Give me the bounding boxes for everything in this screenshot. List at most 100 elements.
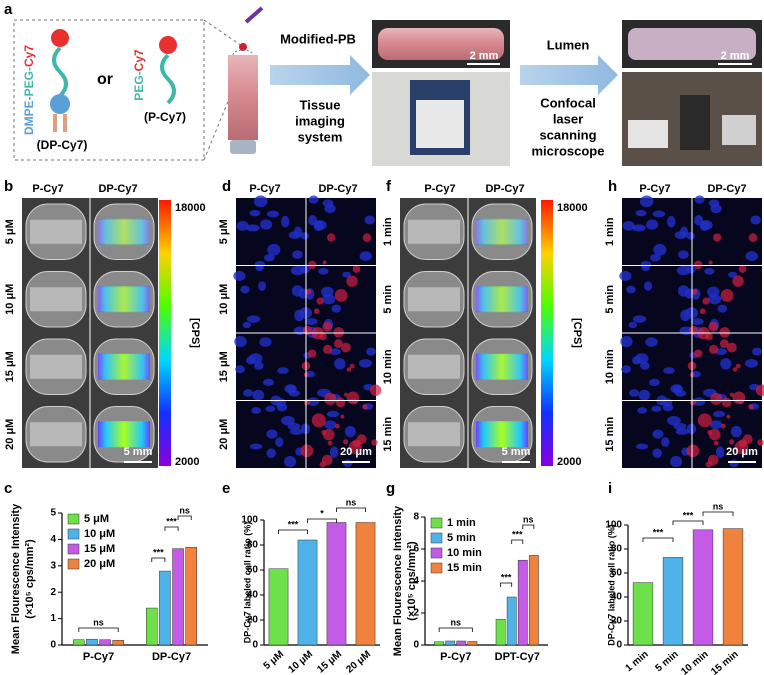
significance-label: ***: [166, 516, 177, 526]
bar: [456, 640, 467, 646]
nucleus: [645, 337, 658, 347]
nucleus: [673, 422, 687, 430]
significance-bracket: [177, 515, 192, 520]
nucleus: [260, 219, 273, 230]
dmpe-icon: [50, 94, 70, 114]
nucleus: [277, 367, 289, 374]
nucleus: [632, 315, 647, 323]
nucleus: [358, 359, 373, 368]
cy7-signal: [708, 428, 721, 441]
nucleus: [359, 251, 373, 261]
cy7-signal: [346, 367, 352, 372]
row-label: 20 μM: [4, 419, 16, 450]
y-tick-label: 2: [413, 608, 419, 619]
y-axis-label: Mean Flourescence Intensity: [10, 503, 22, 654]
instrument-label: microscope: [532, 143, 605, 158]
x-tick-label: 20 μM: [344, 649, 373, 675]
column-label: P-Cy7: [249, 183, 280, 195]
bar: [662, 557, 684, 646]
significance-label: ns: [346, 497, 357, 507]
legend-swatch: [67, 543, 80, 555]
colorbar-max: 18000: [175, 202, 206, 214]
nucleus: [663, 367, 675, 374]
cy7-signal: [340, 414, 345, 419]
nucleus: [677, 285, 690, 297]
legend-label: 5 μM: [84, 513, 109, 525]
cy7-signal: [721, 397, 732, 408]
nucleus: [666, 215, 676, 228]
cy7-signal: [362, 233, 372, 243]
nucleus: [236, 220, 249, 231]
nucleus: [281, 415, 295, 426]
well-inner: [30, 354, 82, 379]
x-tick-label: 1 min: [624, 649, 651, 674]
x-tick-label: P-Cy7: [440, 651, 471, 663]
cy7-signal: [343, 392, 349, 397]
molecule-part: PEG-: [132, 71, 146, 100]
nucleus: [621, 365, 631, 374]
nucleus: [674, 231, 687, 239]
scale-label: 2 mm: [470, 50, 499, 62]
nucleus: [635, 443, 649, 450]
y-axis-label: (×10⁵ cps/mm²): [406, 541, 418, 621]
nucleus: [329, 348, 341, 356]
nucleus: [275, 437, 284, 447]
peg-icon: [160, 53, 176, 105]
nucleus: [653, 243, 667, 256]
y-tick-label: 20: [611, 616, 623, 627]
significance-label: ns: [450, 617, 461, 627]
cy7-signal: [710, 392, 723, 406]
nucleus: [321, 286, 334, 298]
row-label: 15 min: [382, 417, 394, 452]
nucleus: [692, 397, 706, 406]
bar: [99, 639, 111, 646]
panel-letter: a: [4, 1, 13, 18]
nucleus: [649, 253, 661, 262]
nucleus: [263, 253, 275, 262]
cy7-signal: [734, 440, 749, 455]
molecule-part: PEG-: [22, 67, 36, 96]
nucleus: [729, 459, 739, 468]
y-tick-label: 8: [413, 512, 419, 523]
nucleus: [243, 389, 254, 397]
nucleus: [366, 347, 377, 356]
nucleus: [651, 405, 662, 412]
cy7-signal: [303, 398, 311, 406]
panel-letter: e: [222, 480, 230, 497]
y-tick-label: 80: [247, 540, 259, 551]
cy7-icon: [51, 29, 69, 47]
pipette: [244, 6, 264, 24]
nucleus: [712, 410, 726, 418]
bar: [467, 641, 478, 646]
nucleus: [652, 429, 664, 439]
cy7-signal: [333, 339, 343, 348]
cy7-signal: [335, 397, 346, 408]
panel-letter: g: [386, 480, 395, 497]
nucleus: [284, 384, 297, 394]
bar: [268, 568, 289, 646]
nucleus: [717, 304, 728, 313]
legend-label: 10 μM: [84, 528, 115, 540]
nucleus: [728, 271, 738, 278]
fluorescence-signal: [98, 286, 150, 313]
row-label: 20 μM: [218, 419, 230, 450]
inset-box: [13, 19, 205, 161]
nucleus: [700, 220, 713, 231]
y-axis-label: Mean Flourescence Intensity: [392, 505, 404, 656]
nucleus: [249, 209, 261, 217]
significance-bracket: [307, 518, 337, 523]
cy7-signal: [371, 439, 378, 446]
nucleus: [678, 250, 689, 259]
legend-label: 20 μM: [84, 558, 115, 570]
fluorescence-signal: [476, 218, 528, 245]
scale-label: 5 mm: [502, 446, 531, 458]
nucleus: [242, 321, 252, 329]
cy7-signal: [757, 439, 764, 446]
column-label: DP-Cy7: [707, 183, 746, 195]
nucleus: [643, 281, 653, 291]
fluorescence-signal: [98, 421, 150, 448]
nucleus: [308, 195, 319, 204]
nucleus: [300, 232, 310, 240]
bar: [722, 528, 744, 646]
cy7-signal: [686, 444, 700, 458]
